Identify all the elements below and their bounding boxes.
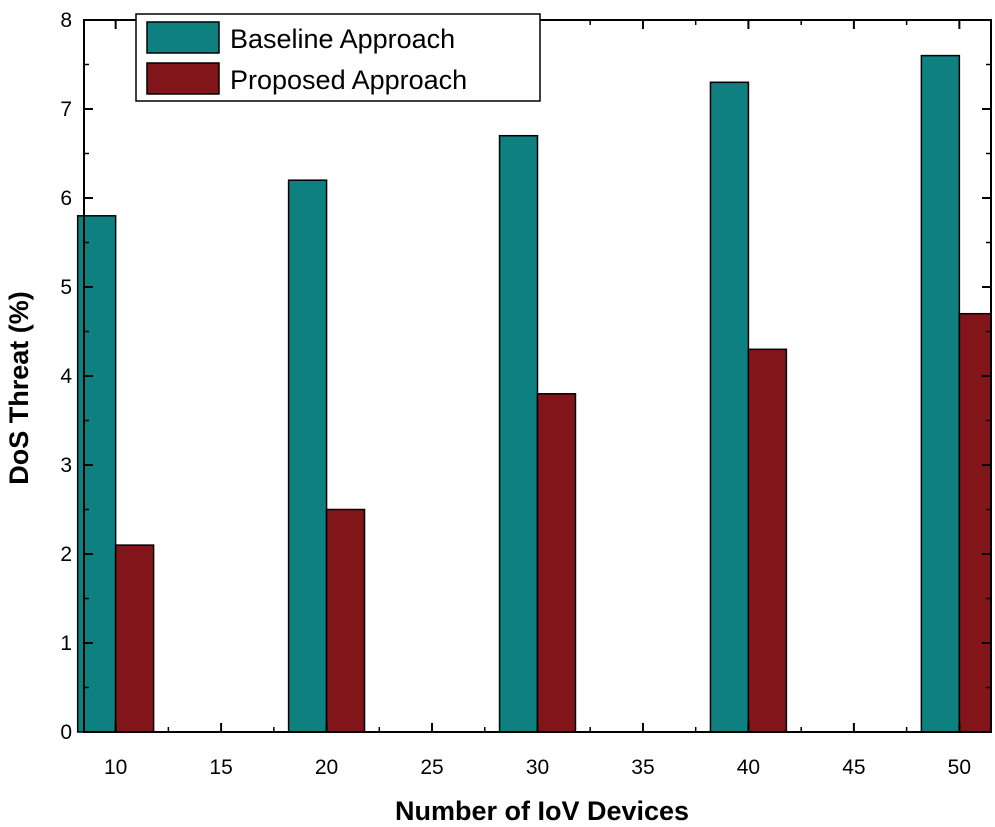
bar-proposed-40 — [747, 348, 788, 733]
x-tick-label: 50 — [948, 756, 971, 779]
x-tick-label: 10 — [104, 756, 127, 779]
bar-baseline-40 — [709, 81, 750, 733]
y-tick-label: 8 — [60, 9, 72, 32]
y-tick-label: 7 — [60, 98, 72, 121]
x-tick-label: 30 — [526, 756, 549, 779]
bar-proposed-30 — [536, 393, 577, 733]
bar-baseline-20 — [287, 179, 328, 733]
x-tick-label: 35 — [631, 756, 654, 779]
x-axis-title: Number of IoV Devices — [395, 796, 689, 826]
y-tick-label: 3 — [60, 454, 72, 477]
legend: Baseline Approach Proposed Approach — [135, 13, 541, 102]
y-tick-label: 1 — [60, 632, 72, 655]
legend-swatch-proposed — [146, 62, 220, 95]
bar-proposed-50 — [958, 312, 992, 733]
legend-label-baseline: Baseline Approach — [230, 24, 455, 54]
legend-label-proposed: Proposed Approach — [230, 65, 467, 95]
bar-baseline-50 — [920, 54, 961, 733]
bar-proposed-20 — [325, 508, 366, 733]
y-axis-title: DoS Threat (%) — [4, 291, 34, 485]
x-tick-label: 40 — [737, 756, 760, 779]
x-tick-label: 25 — [420, 756, 443, 779]
bar-baseline-30 — [498, 134, 539, 733]
bar-proposed-10 — [114, 544, 155, 733]
y-tick-label: 5 — [60, 276, 72, 299]
y-tick-label: 6 — [60, 187, 72, 210]
y-tick-label: 0 — [60, 721, 72, 744]
legend-swatch-baseline — [146, 21, 220, 54]
y-tick-label: 4 — [60, 365, 72, 388]
bars-group — [76, 54, 992, 733]
x-tick-label: 45 — [842, 756, 865, 779]
x-tick-label: 20 — [315, 756, 338, 779]
x-tick-label: 15 — [209, 756, 232, 779]
y-tick-label: 2 — [60, 543, 72, 566]
